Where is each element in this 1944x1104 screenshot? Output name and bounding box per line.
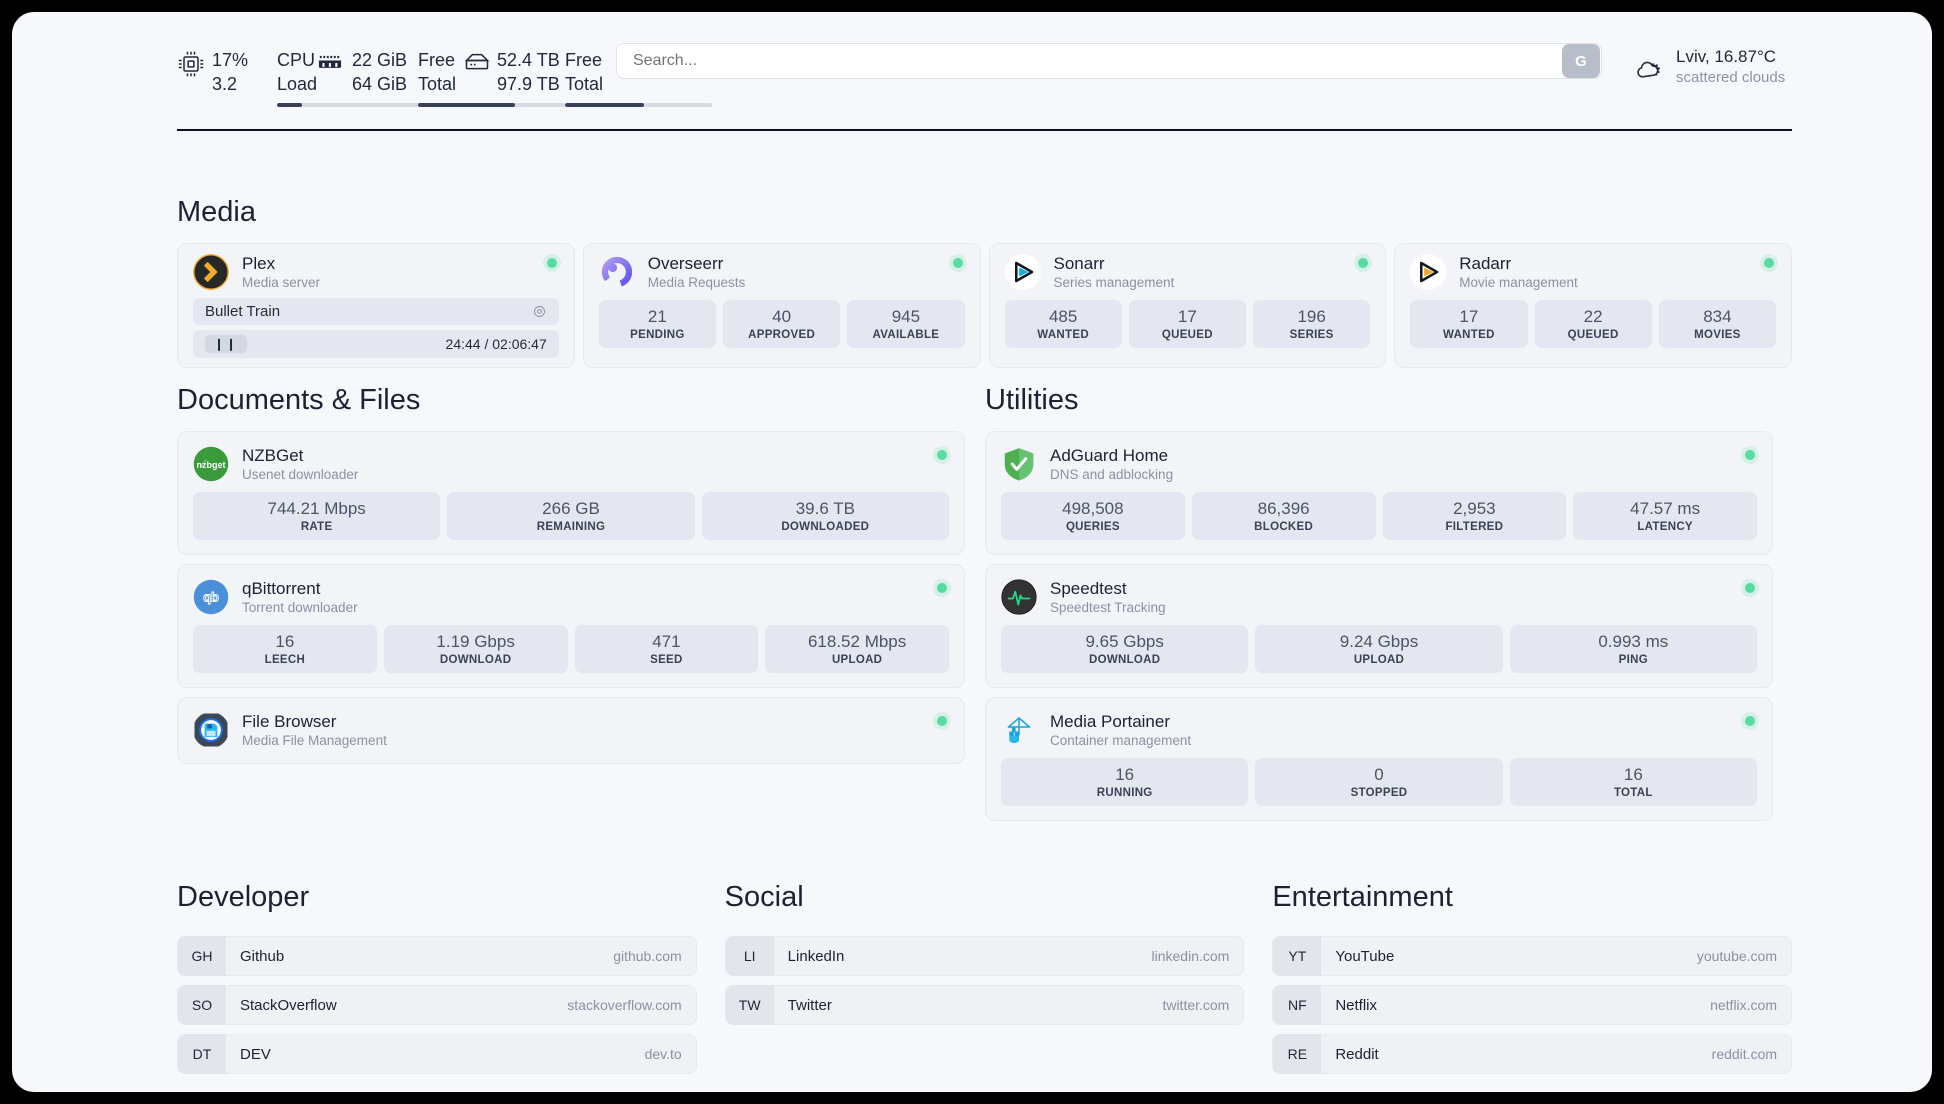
svg-text:qb: qb [203,590,219,605]
svg-text:nzbget: nzbget [197,460,226,470]
